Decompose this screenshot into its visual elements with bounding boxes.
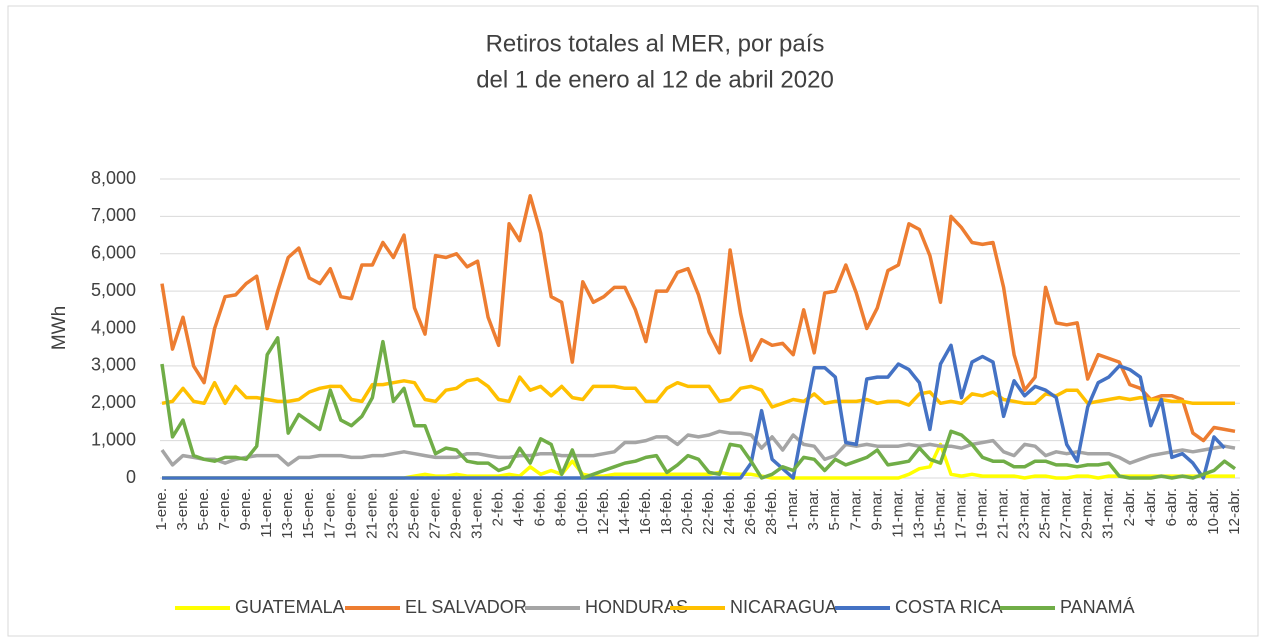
y-tick-label: 8,000: [91, 168, 136, 188]
x-tick-label: 2-abr.: [1121, 488, 1138, 526]
x-tick-label: 12-abr.: [1226, 488, 1243, 535]
x-tick-label: 3-mar.: [805, 488, 822, 531]
x-tick-label: 9-mar.: [868, 488, 885, 531]
chart-subtitle: del 1 de enero al 12 de abril 2020: [476, 66, 834, 93]
x-tick-label: 31-mar.: [1100, 488, 1117, 539]
x-tick-label: 4-abr.: [1142, 488, 1159, 526]
x-tick-label: 23-mar.: [1016, 488, 1033, 539]
y-tick-label: 3,000: [91, 355, 136, 375]
x-tick-label: 9-ene.: [237, 488, 254, 531]
x-tick-label: 22-feb.: [700, 488, 717, 535]
series-line: [160, 194, 1236, 443]
x-tick-label: 1-mar.: [784, 488, 801, 531]
legend-label: COSTA RICA: [895, 597, 1003, 617]
y-tick-label: 0: [126, 467, 136, 487]
x-tick-label: 25-ene.: [405, 488, 422, 539]
x-tick-label: 21-mar.: [995, 488, 1012, 539]
x-tick-label: 29-mar.: [1079, 488, 1096, 539]
legend-label: PANAMÁ: [1060, 597, 1135, 617]
x-tick-label: 1-ene.: [153, 488, 170, 531]
x-tick-label: 31-ene.: [469, 488, 486, 539]
x-tick-label: 27-ene.: [426, 488, 443, 539]
x-tick-label: 19-ene.: [342, 488, 359, 539]
x-tick-label: 6-abr.: [1163, 488, 1180, 526]
x-tick-label: 20-feb.: [679, 488, 696, 535]
chart-title: Retiros totales al MER, por país: [486, 30, 825, 57]
x-tick-label: 23-ene.: [384, 488, 401, 539]
y-tick-label: 1,000: [91, 429, 136, 449]
series-line: [162, 343, 1226, 480]
y-tick-label: 7,000: [91, 205, 136, 225]
x-tick-label: 28-feb.: [763, 488, 780, 535]
x-tick-label: 6-feb.: [532, 488, 549, 526]
x-tick-label: 18-feb.: [658, 488, 675, 535]
x-tick-label: 5-mar.: [826, 488, 843, 531]
x-tick-label: 15-ene.: [300, 488, 317, 539]
x-tick-label: 15-mar.: [931, 488, 948, 539]
y-tick-label: 2,000: [91, 392, 136, 412]
legend-label: GUATEMALA: [235, 597, 345, 617]
x-tick-label: 2-feb.: [490, 488, 507, 526]
x-tick-label: 3-ene.: [174, 488, 191, 531]
series-line: [160, 336, 1237, 480]
legend-label: NICARAGUA: [730, 597, 837, 617]
x-tick-label: 10-feb.: [574, 488, 591, 535]
x-tick-label: 14-feb.: [616, 488, 633, 535]
x-tick-label: 19-mar.: [973, 488, 990, 539]
x-tick-label: 13-ene.: [279, 488, 296, 539]
x-tick-label: 11-ene.: [258, 488, 275, 538]
x-tick-label: 24-feb.: [721, 488, 738, 535]
x-tick-label: 4-feb.: [511, 488, 528, 526]
x-tick-label: 5-ene.: [195, 488, 212, 531]
x-tick-label: 7-mar.: [847, 488, 864, 531]
x-tick-label: 10-abr.: [1205, 488, 1222, 535]
y-tick-label: 4,000: [91, 317, 136, 337]
x-tick-label: 17-mar.: [952, 488, 969, 539]
x-tick-label: 16-feb.: [637, 488, 654, 535]
x-tick-label: 8-feb.: [553, 488, 570, 526]
x-tick-label: 26-feb.: [742, 488, 759, 535]
x-tick-label: 8-abr.: [1184, 488, 1201, 526]
x-tick-label: 12-feb.: [595, 488, 612, 535]
y-tick-label: 5,000: [91, 280, 136, 300]
y-tick-label: 6,000: [91, 243, 136, 263]
x-tick-label: 11-mar.: [889, 488, 906, 538]
x-tick-label: 27-mar.: [1058, 488, 1075, 539]
y-axis-label: MWh: [49, 306, 70, 350]
x-tick-label: 21-ene.: [363, 488, 380, 539]
series-line: [160, 429, 1236, 467]
legend-label: HONDURAS: [585, 597, 688, 617]
legend-label: EL SALVADOR: [405, 597, 527, 617]
x-tick-label: 17-ene.: [321, 488, 338, 539]
x-tick-label: 25-mar.: [1037, 488, 1054, 539]
x-tick-label: 13-mar.: [910, 488, 927, 539]
x-tick-label: 29-ene.: [448, 488, 465, 539]
chart-border: [7, 5, 1259, 637]
x-tick-label: 7-ene.: [216, 488, 233, 531]
